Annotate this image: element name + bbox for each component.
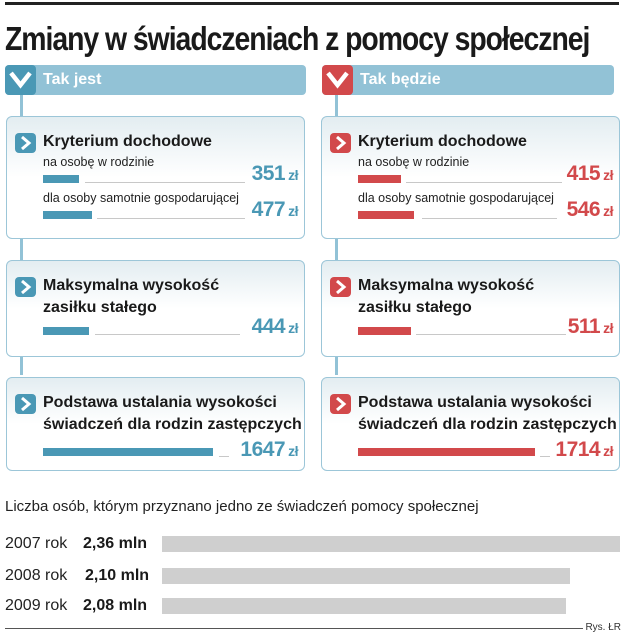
bar-rule: [422, 218, 557, 219]
bar-rule: [540, 456, 550, 457]
value-label: 351 zł: [251, 162, 299, 185]
card-income-criterion-future: Kryterium dochodowe na osobę w rodzinie …: [321, 116, 620, 239]
card-income-criterion-current: Kryterium dochodowe na osobę w rodzinie …: [6, 116, 305, 239]
card-title: Kryterium dochodowe: [358, 133, 527, 150]
column-header-current: Tak jest: [5, 65, 306, 95]
year-row: 2009 rok 2,08 mln: [5, 597, 615, 617]
year-row: 2007 rok 2,36 mln: [5, 535, 620, 555]
card-title: Podstawa ustalania wysokości świadczeń dl…: [43, 394, 302, 433]
bar-rule: [85, 182, 245, 183]
top-rule: [5, 2, 619, 5]
card-foster-basis-current: Podstawa ustalania wysokości świadczeń dl…: [6, 377, 305, 471]
year-bar: [162, 598, 566, 614]
bar-rule: [97, 218, 245, 219]
bar-value: [43, 175, 79, 183]
column-label: Tak jest: [43, 71, 102, 88]
card-max-allowance-future: Maksymalna wysokość zasiłku stałego 511 zł: [321, 260, 620, 357]
bar-value: [358, 175, 401, 183]
row-label: dla osoby samotnie gospodarującej: [43, 191, 239, 205]
credit: Rys. ŁR: [585, 622, 621, 633]
year-value: 2,10 mln: [85, 567, 150, 584]
card-foster-basis-future: Podstawa ustalania wysokości świadczeń dl…: [321, 377, 620, 471]
value-label: 477 zł: [251, 198, 299, 221]
value-label: 444 zł: [251, 315, 299, 338]
arrow-right-icon: [15, 277, 36, 297]
column-label: Tak będzie: [360, 71, 441, 88]
year-bar: [162, 536, 620, 552]
value-label: 1714 zł: [555, 438, 613, 461]
card-max-allowance-current: Maksymalna wysokość zasiłku stałego 444 zł: [6, 260, 305, 357]
arrow-right-icon: [15, 394, 36, 414]
bar-value: [43, 448, 213, 456]
arrow-right-icon: [330, 394, 351, 414]
chart-title: Liczba osób, którym przyznano jedno ze ś…: [5, 498, 479, 515]
bar-rule: [416, 334, 566, 335]
check-chevron-icon: [322, 65, 353, 95]
column-header-future: Tak będzie: [322, 65, 614, 95]
card-title: Podstawa ustalania wysokości świadczeń dl…: [358, 394, 617, 433]
bar-rule: [95, 334, 240, 335]
year-label: 2008 rok: [5, 567, 68, 584]
arrow-right-icon: [330, 277, 351, 297]
bar-value: [43, 211, 92, 219]
year-bar: [162, 568, 570, 584]
value-label: 1647 zł: [240, 438, 298, 461]
value-label: 546 zł: [566, 198, 614, 221]
bar-rule: [406, 182, 562, 183]
bar-value: [358, 448, 535, 456]
row-label: na osobę w rodzinie: [358, 155, 470, 169]
year-value: 2,36 mln: [83, 535, 148, 552]
arrow-right-icon: [15, 133, 36, 153]
card-title: Kryterium dochodowe: [43, 133, 212, 150]
card-title: Maksymalna wysokość zasiłku stałego: [43, 277, 220, 316]
arrow-right-icon: [330, 133, 351, 153]
footer-rule: [5, 628, 583, 629]
year-label: 2007 rok: [5, 535, 68, 552]
row-label: na osobę w rodzinie: [43, 155, 155, 169]
year-label: 2009 rok: [5, 597, 68, 614]
year-row: 2008 rok 2,10 mln: [5, 567, 615, 587]
bar-value: [43, 327, 89, 335]
bar-value: [358, 211, 414, 219]
page-title: Zmiany w świadczeniach z pomocy społeczn…: [5, 20, 590, 57]
bar-rule: [219, 456, 229, 457]
year-value: 2,08 mln: [83, 597, 148, 614]
value-label: 511 zł: [567, 315, 614, 338]
check-chevron-icon: [5, 65, 36, 95]
row-label: dla osoby samotnie gospodarującej: [358, 191, 554, 205]
bar-value: [358, 327, 411, 335]
card-title: Maksymalna wysokość zasiłku stałego: [358, 277, 535, 316]
value-label: 415 zł: [566, 162, 614, 185]
